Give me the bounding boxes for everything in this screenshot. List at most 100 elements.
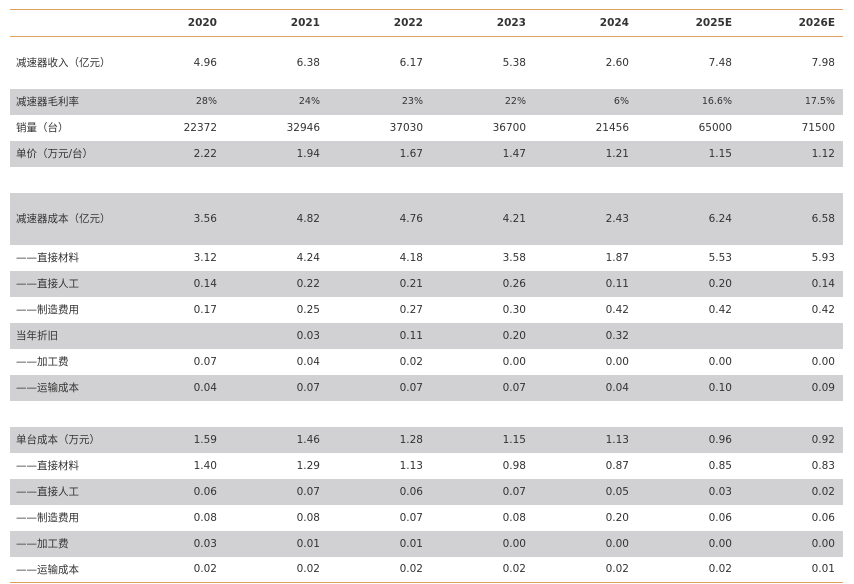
table-cell: 0.02	[534, 556, 637, 583]
row-label: 当年折旧	[10, 322, 122, 349]
table-cell: 0.07	[225, 478, 328, 505]
row-label: ——直接材料	[16, 252, 79, 264]
table-cell: 22%	[431, 88, 534, 115]
table-cell: 0.87	[605, 459, 629, 472]
table-cell: 0.96	[637, 426, 740, 453]
header-cell-2025e: 2025E	[637, 9, 740, 37]
table-row-manufacturing-overhead: ——制造费用 0.17 0.25 0.27 0.30 0.42 0.42 0.4…	[10, 297, 843, 323]
table-cell: 1.67	[328, 140, 431, 167]
row-label: ——直接人工	[10, 270, 122, 297]
table-cell: 0.20	[605, 511, 629, 524]
table-cell: 0.01	[328, 530, 431, 557]
table-cell: 0.03	[122, 530, 225, 557]
table-cell: 0.25	[296, 303, 320, 316]
table-cell: 6.17	[399, 56, 423, 69]
row-label: 减速器毛利率	[10, 88, 122, 115]
table-cell: 7.98	[811, 56, 835, 69]
row-label: ——制造费用	[16, 304, 79, 316]
table-cell: 17.5%	[740, 88, 843, 115]
table-cell: 36700	[492, 121, 526, 134]
table-cell	[122, 322, 225, 349]
row-label: ——直接材料	[16, 460, 79, 472]
table-cell: 1.59	[122, 426, 225, 453]
table-cell: 0.20	[637, 270, 740, 297]
row-label: 单价（万元/台）	[10, 140, 122, 167]
table-cell: 1.13	[534, 426, 637, 453]
table-cell: 4.21	[431, 192, 534, 245]
header-cell-2026e: 2026E	[740, 9, 843, 37]
table-cell: 0.03	[637, 478, 740, 505]
table-cell: 4.96	[193, 56, 217, 69]
table-row-unit-processing-fee: ——加工费 0.03 0.01 0.01 0.00 0.00 0.00 0.00	[10, 530, 843, 557]
table-cell: 0.08	[193, 511, 217, 524]
row-label: ——加工费	[16, 356, 69, 368]
reducer-financials-table: 2020 2021 2022 2023 2024 2025E 2026E 减速器…	[10, 9, 843, 583]
table-row-unit-manufacturing-overhead: ——制造费用 0.08 0.08 0.07 0.08 0.20 0.06 0.0…	[10, 505, 843, 531]
table-cell: 0.07	[431, 374, 534, 401]
row-label: 单台成本（万元）	[10, 426, 122, 453]
table-cell: 0.03	[225, 322, 328, 349]
table-cell: 0.05	[534, 478, 637, 505]
header-cell-2024: 2024	[534, 9, 637, 37]
table-cell: 1.94	[225, 140, 328, 167]
table-cell: 0.42	[605, 303, 629, 316]
table-cell: 71500	[801, 121, 835, 134]
row-label: ——直接人工	[10, 478, 122, 505]
table-cell: 1.87	[605, 251, 629, 264]
header-row: 2020 2021 2022 2023 2024 2025E 2026E	[10, 9, 843, 37]
table-cell: 0.02	[225, 556, 328, 583]
row-label: 减速器成本（亿元）	[10, 192, 122, 245]
table-cell: 0.06	[708, 511, 732, 524]
table-cell	[740, 322, 843, 349]
row-label: ——制造费用	[16, 512, 79, 524]
table-cell: 0.00	[708, 355, 732, 368]
table-cell: 6.24	[637, 192, 740, 245]
table-cell: 1.15	[637, 140, 740, 167]
table-cell: 0.02	[328, 556, 431, 583]
table-cell: 0.01	[225, 530, 328, 557]
table-cell: 2.22	[122, 140, 225, 167]
header-cell-2021: 2021	[225, 9, 328, 37]
table-cell: 0.02	[122, 556, 225, 583]
table-cell: 0.02	[740, 478, 843, 505]
table-cell: 6.58	[740, 192, 843, 245]
table-cell: 0.14	[740, 270, 843, 297]
row-label: ——加工费	[10, 530, 122, 557]
table-cell: 0.11	[328, 322, 431, 349]
table-cell: 0.00	[502, 355, 526, 368]
table-row-unit-direct-labor: ——直接人工 0.06 0.07 0.06 0.07 0.05 0.03 0.0…	[10, 478, 843, 505]
table-cell: 0.83	[811, 459, 835, 472]
table-cell: 0.14	[122, 270, 225, 297]
table-cell: 24%	[225, 88, 328, 115]
table-cell: 1.21	[534, 140, 637, 167]
table-cell: 2.43	[534, 192, 637, 245]
table-cell: 0.07	[193, 355, 217, 368]
table-cell: 1.28	[328, 426, 431, 453]
table-cell: 37030	[389, 121, 423, 134]
table-cell: 0.02	[637, 556, 740, 583]
header-cell-label	[10, 9, 122, 37]
table-cell: 0.04	[296, 355, 320, 368]
table-cell: 3.58	[502, 251, 526, 264]
table-cell: 0.06	[328, 478, 431, 505]
table-cell: 0.07	[225, 374, 328, 401]
table-cell: 0.30	[502, 303, 526, 316]
table-row-unit-cost: 单台成本（万元） 1.59 1.46 1.28 1.15 1.13 0.96 0…	[10, 426, 843, 453]
table-cell: 0.07	[399, 511, 423, 524]
table-cell: 3.12	[193, 251, 217, 264]
row-label: ——运输成本	[10, 374, 122, 401]
table-cell: 0.07	[328, 374, 431, 401]
spacer-row	[10, 167, 843, 193]
table-cell: 1.12	[740, 140, 843, 167]
table-cell: 1.46	[225, 426, 328, 453]
header-cell-2022: 2022	[328, 9, 431, 37]
table-cell: 0.00	[740, 530, 843, 557]
table-cell: 0.00	[431, 530, 534, 557]
header-cell-2023: 2023	[431, 9, 534, 37]
table-cell: 0.20	[431, 322, 534, 349]
spacer-row	[10, 401, 843, 427]
table-cell: 0.32	[534, 322, 637, 349]
table-cell: 0.92	[740, 426, 843, 453]
table-row-revenue: 减速器收入（亿元） 4.96 6.38 6.17 5.38 2.60 7.48 …	[10, 37, 843, 89]
table-cell: 0.02	[399, 355, 423, 368]
